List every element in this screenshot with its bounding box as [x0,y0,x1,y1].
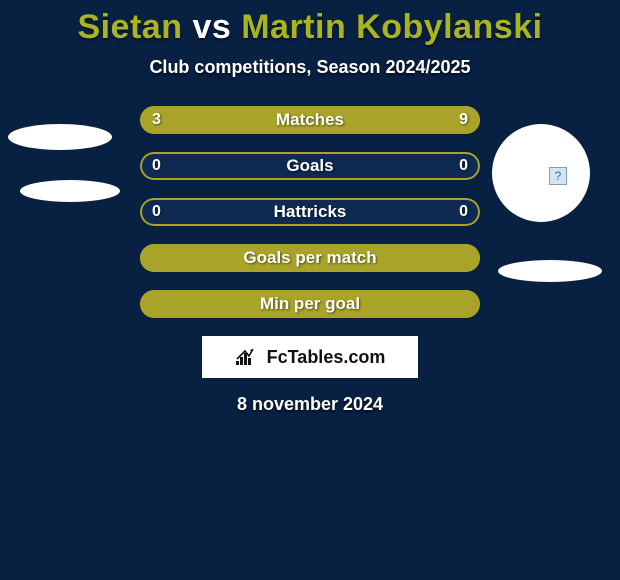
stat-value-right: 9 [447,106,480,134]
stat-value-left: 3 [140,106,173,134]
stat-row: Goals per match [140,244,480,272]
brand-text: FcTables.com [267,347,386,368]
stat-row: Matches3 9 [140,106,480,134]
stat-label: Min per goal [140,290,480,318]
player2-avatar: ? [492,124,590,222]
stat-value-right: 0 [447,198,480,226]
decor-ellipse-left-1 [20,180,120,202]
stat-row: Hattricks0 0 [140,198,480,226]
stat-label: Hattricks [140,198,480,226]
title-player1: Sietan [77,8,182,46]
footer-date: 8 november 2024 [0,394,620,415]
avatar-placeholder-icon: ? [549,167,567,185]
title-vs: vs [192,8,231,46]
brand-box: FcTables.com [202,336,418,378]
stat-label: Goals [140,152,480,180]
stat-value-left: 0 [140,198,173,226]
decor-ellipse-right [498,260,602,282]
decor-ellipse-left-0 [8,124,112,150]
stat-value-right: 0 [447,152,480,180]
stats-block: Matches39Goals00Hattricks00Goals per mat… [140,106,480,318]
title-player2: Martin Kobylanski [241,8,542,46]
stat-label: Goals per match [140,244,480,272]
subtitle: Club competitions, Season 2024/2025 [0,57,620,78]
page-title: Sietan vs Martin Kobylanski [0,8,620,47]
stat-row: Goals0 0 [140,152,480,180]
stat-row: Min per goal [140,290,480,318]
brand-logo-icon [235,347,261,367]
stat-value-left: 0 [140,152,173,180]
stat-label: Matches [140,106,480,134]
